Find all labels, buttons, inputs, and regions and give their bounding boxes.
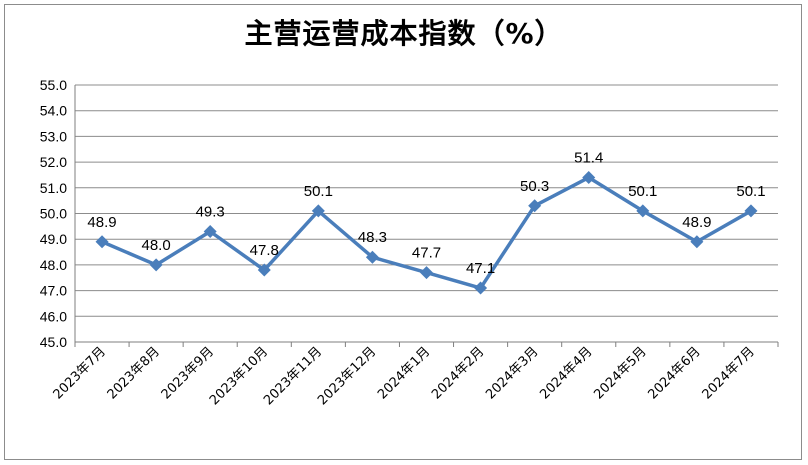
x-tick-label: 2024年5月: [591, 344, 649, 402]
y-tick-label: 45.0: [40, 334, 67, 350]
axes: [74, 85, 779, 347]
x-tick-label: 2023年9月: [159, 344, 217, 402]
x-tick-label: 2024年1月: [375, 344, 433, 402]
data-label: 48.9: [87, 214, 116, 231]
data-labels: 48.9 48.0 49.3 47.8 50.1 48.3 47.7 47.1 50.3 51.4…: [87, 150, 765, 278]
data-label: 49.3: [196, 203, 225, 220]
y-tick-label: 49.0: [40, 231, 67, 247]
x-axis-ticks: 2023年7月2023年8月2023年9月2023年10月2023年11月202…: [51, 344, 758, 408]
y-tick-label: 51.0: [40, 180, 67, 196]
data-point-marker: [95, 235, 109, 249]
data-label: 51.4: [574, 150, 603, 167]
chart-frame: [4, 4, 802, 460]
series-markers: [95, 171, 758, 295]
data-label: 47.1: [466, 260, 495, 277]
data-label: 47.7: [412, 245, 441, 262]
x-tick-label: 2023年12月: [315, 344, 379, 408]
y-tick-label: 54.0: [40, 103, 67, 119]
data-label: 47.8: [250, 242, 279, 259]
data-point-marker: [149, 258, 163, 272]
y-tick-label: 48.0: [40, 257, 67, 273]
x-tick-label: 2023年8月: [105, 344, 163, 402]
chart-title: 主营运营成本指数（%）: [244, 17, 564, 50]
x-tick-label: 2024年7月: [700, 344, 758, 402]
data-point-marker: [690, 235, 704, 249]
x-tick-label: 2024年2月: [429, 344, 487, 402]
data-point-marker: [203, 224, 217, 238]
data-label: 48.0: [142, 237, 171, 254]
grid-lines: [75, 84, 778, 343]
y-axis-ticks: 45.0 46.0 47.0 48.0 49.0 50.0 51.0 52.0 53.0 54.0…: [40, 77, 67, 350]
data-point-marker: [420, 266, 433, 280]
y-tick-label: 50.0: [40, 206, 67, 222]
data-label: 48.3: [358, 229, 387, 246]
x-tick-label: 2024年3月: [483, 344, 541, 402]
y-tick-label: 55.0: [40, 77, 67, 93]
y-tick-label: 53.0: [40, 128, 67, 144]
data-point-marker: [636, 204, 650, 218]
data-point-marker: [257, 263, 271, 277]
x-tick-label: 2024年6月: [645, 344, 703, 402]
y-tick-label: 52.0: [40, 154, 67, 170]
x-tick-label: 2024年4月: [537, 344, 595, 402]
data-point-marker: [311, 204, 325, 218]
data-point-marker: [365, 250, 379, 264]
data-point-marker: [474, 281, 488, 295]
data-label: 50.1: [304, 183, 333, 200]
data-label: 50.3: [520, 178, 549, 195]
data-label: 50.1: [736, 183, 765, 200]
x-tick-label: 2023年7月: [51, 344, 109, 402]
data-point-marker: [528, 199, 542, 213]
data-label: 50.1: [628, 183, 657, 200]
data-point-marker: [744, 204, 758, 218]
y-tick-label: 46.0: [40, 308, 67, 324]
y-tick-label: 47.0: [40, 283, 67, 299]
data-label: 48.9: [682, 214, 711, 231]
data-point-marker: [582, 171, 596, 185]
